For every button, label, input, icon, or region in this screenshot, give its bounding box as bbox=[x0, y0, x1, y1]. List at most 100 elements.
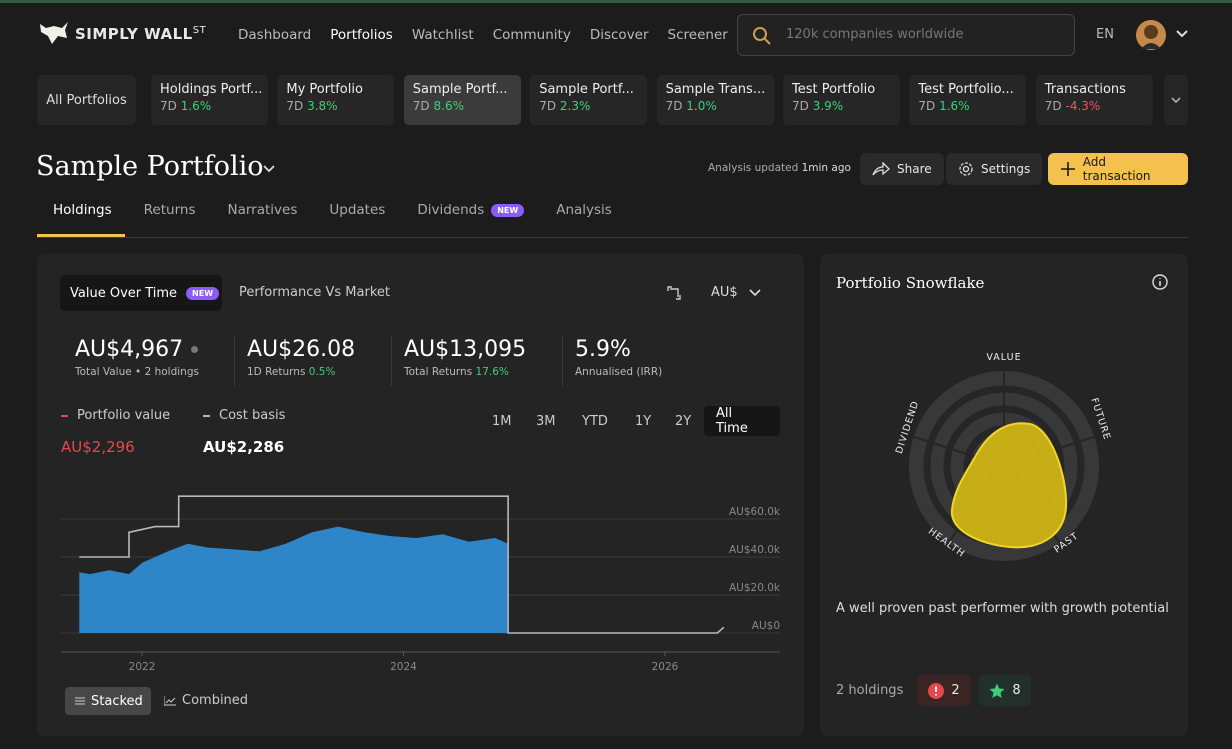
avatar[interactable] bbox=[1135, 19, 1195, 51]
range-button[interactable]: YTD bbox=[582, 413, 608, 429]
stat-label: 1D Returns 0.5% bbox=[247, 366, 355, 378]
change: 2.3% bbox=[559, 99, 591, 113]
nav-link[interactable]: Screener bbox=[667, 27, 728, 43]
stat-value: 5.9% bbox=[575, 337, 662, 362]
search-box[interactable]: 120k companies worldwide bbox=[737, 14, 1075, 56]
legend-item: Cost basis bbox=[203, 408, 285, 423]
section-tab[interactable]: Narratives bbox=[227, 202, 297, 218]
stat-change: 0.5% bbox=[308, 366, 336, 378]
top-bar bbox=[0, 0, 1232, 3]
portfolio-change: 7D 3.8% bbox=[286, 99, 394, 113]
legend-label: Portfolio value bbox=[77, 408, 171, 423]
logo[interactable]: SIMPLY WALLST bbox=[75, 25, 206, 43]
add-transaction-label: Add transaction bbox=[1082, 155, 1151, 183]
language[interactable]: EN bbox=[1096, 27, 1114, 42]
logo-icon bbox=[40, 22, 68, 44]
portfolio-tab[interactable]: Holdings Portf... 7D 1.6% bbox=[151, 75, 268, 125]
warnings-count: 2 bbox=[951, 683, 960, 698]
portfolio-tab[interactable]: Test Portfolio... 7D 1.6% bbox=[909, 75, 1027, 125]
section-tab[interactable]: Updates bbox=[329, 202, 385, 218]
more-tabs[interactable] bbox=[1164, 75, 1188, 125]
period: 7D bbox=[412, 99, 430, 113]
share-button[interactable]: Share bbox=[860, 153, 944, 185]
stacked-button[interactable]: Stacked bbox=[65, 687, 151, 715]
currency-select[interactable]: AU$ bbox=[711, 285, 738, 300]
portfolio-name: Sample Portf... bbox=[539, 82, 634, 97]
section-tab[interactable]: Analysis bbox=[556, 202, 612, 218]
search-placeholder: 120k companies worldwide bbox=[786, 27, 964, 42]
expand-icon[interactable] bbox=[667, 286, 681, 300]
info-icon[interactable] bbox=[1152, 274, 1168, 290]
stat-value: AU$26.08 bbox=[247, 337, 355, 362]
portfolio-name: Sample Portf... bbox=[412, 82, 508, 97]
stat-value: AU$13,095 bbox=[404, 337, 526, 362]
portfolio-name: Transactions bbox=[1044, 82, 1126, 97]
stat-number: AU$26.08 bbox=[247, 337, 356, 362]
analysis-updated: Analysis updated 1min ago bbox=[708, 162, 851, 174]
range-button[interactable]: 1M bbox=[492, 413, 512, 429]
portfolio-name: Test Portfolio... bbox=[918, 82, 1014, 97]
nav-link[interactable]: Watchlist bbox=[411, 27, 474, 43]
area bbox=[79, 526, 509, 633]
period: 7D bbox=[160, 99, 177, 113]
tab-label: Value Over Time bbox=[70, 285, 178, 301]
stacked-label: Stacked bbox=[91, 693, 143, 709]
add-transaction-button[interactable]: Add transaction bbox=[1048, 153, 1188, 185]
warning-icon bbox=[928, 682, 945, 699]
change: 1.6% bbox=[180, 99, 212, 113]
stat-number: 5.9% bbox=[575, 337, 631, 362]
stat-divider bbox=[234, 336, 235, 386]
combined-button[interactable]: Combined bbox=[164, 693, 248, 708]
tab-label: Updates bbox=[329, 202, 386, 218]
rewards-badge[interactable]: 8 bbox=[979, 675, 1031, 706]
rewards-count: 8 bbox=[1012, 683, 1021, 698]
all-portfolios-tab[interactable]: All Portfolios bbox=[37, 75, 136, 125]
portfolio-tab[interactable]: Test Portfolio 7D 3.9% bbox=[783, 75, 900, 125]
nav-link[interactable]: Community bbox=[492, 27, 571, 43]
snowflake-description: A well proven past performer with growth… bbox=[836, 601, 1169, 616]
portfolio-tab[interactable]: Transactions 7D -4.3% bbox=[1035, 75, 1153, 125]
settings-icon bbox=[959, 162, 973, 176]
snowflake-chart: VALUE FUTURE PAST HEALTH DIVIDEND bbox=[894, 352, 1112, 561]
x-tick-label: 2022 bbox=[129, 661, 156, 673]
range-button[interactable]: 3M bbox=[536, 413, 556, 429]
portfolio-change: 7D 1.6% bbox=[918, 99, 1026, 113]
title-chevron[interactable] bbox=[262, 162, 276, 176]
period: 7D bbox=[286, 99, 304, 113]
settings-button[interactable]: Settings bbox=[946, 153, 1043, 185]
stat-value: AU$4,967 bbox=[75, 337, 199, 362]
stat: 5.9% Annualised (IRR) bbox=[575, 337, 662, 378]
portfolio-tab[interactable]: Sample Portf... 7D 8.6% bbox=[403, 75, 521, 125]
performance-tab[interactable]: Performance Vs Market bbox=[239, 285, 390, 300]
logo-sup: ST bbox=[192, 25, 207, 36]
warnings-badge[interactable]: 2 bbox=[917, 675, 971, 706]
section-tab[interactable]: Dividends NEW bbox=[417, 202, 525, 218]
change: 3.8% bbox=[307, 99, 338, 113]
portfolio-tab[interactable]: Sample Portf... 7D 2.3% bbox=[530, 75, 648, 125]
share-icon bbox=[872, 162, 890, 176]
tab-label: Narratives bbox=[227, 202, 298, 218]
label: Total Value • 2 holdings bbox=[75, 366, 199, 378]
portfolio-name: My Portfolio bbox=[286, 82, 363, 97]
section-tab[interactable]: Holdings bbox=[53, 202, 112, 218]
range-button[interactable]: All Time bbox=[704, 406, 780, 436]
updated-label: Analysis updated bbox=[708, 162, 799, 174]
label: 1D Returns bbox=[247, 366, 306, 378]
range-button[interactable]: 1Y bbox=[635, 413, 652, 429]
nav-link[interactable]: Portfolios bbox=[330, 27, 393, 43]
y-tick-label: AU$60.0k bbox=[729, 506, 781, 518]
portfolio-tab[interactable]: Sample Trans... 7D 1.0% bbox=[656, 75, 774, 125]
portfolio-tab[interactable]: My Portfolio 7D 3.8% bbox=[277, 75, 395, 125]
section-tabs: Holdings Returns Narratives Updates Dividend… bbox=[53, 202, 612, 218]
value-over-time-tab[interactable]: Value Over Time NEW bbox=[60, 275, 222, 311]
stat-divider bbox=[562, 336, 563, 386]
chevron-icon bbox=[1171, 97, 1181, 104]
nav-link[interactable]: Discover bbox=[589, 27, 649, 43]
stat: AU$4,967 Total Value • 2 holdings bbox=[75, 337, 199, 378]
range-button[interactable]: 2Y bbox=[675, 413, 692, 429]
nav-link[interactable]: Dashboard bbox=[238, 27, 312, 43]
section-tab[interactable]: Returns bbox=[144, 202, 196, 218]
logo-text: SIMPLY WALL bbox=[75, 25, 193, 43]
